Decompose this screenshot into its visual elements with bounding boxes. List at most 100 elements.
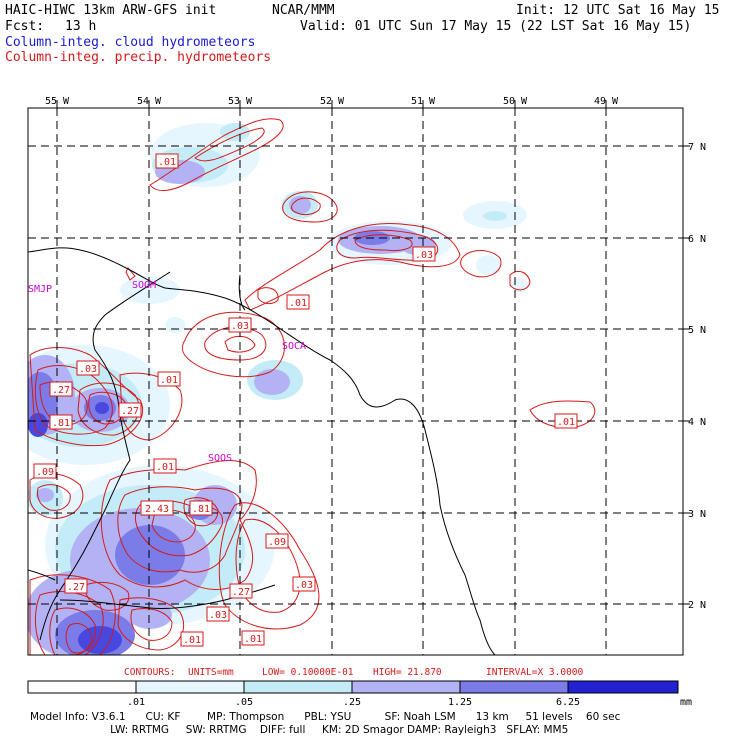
longitude-label: 55 W (45, 96, 70, 107)
cloud-area (289, 196, 311, 214)
forecast-hour: 13 h (65, 19, 97, 34)
contour-line (49, 607, 97, 655)
station-label: SOGM (132, 280, 156, 291)
contour-line (257, 287, 279, 305)
contour-label: .01 (180, 631, 204, 647)
svg-text:.81: .81 (52, 418, 70, 429)
contour-line (218, 502, 320, 630)
contour-line (65, 623, 93, 654)
cloud-area (476, 255, 500, 275)
cloud-area (128, 601, 172, 629)
axis-ticks (56, 100, 690, 605)
color-bar-segment (243, 680, 353, 694)
contour-line (100, 460, 257, 590)
border-line (39, 271, 171, 641)
cloud-area (95, 402, 109, 414)
contour-label: 2.43 (140, 500, 174, 516)
contour-label: .09 (265, 533, 289, 549)
svg-text:.01: .01 (244, 634, 262, 645)
lat-lon-grid (28, 108, 683, 655)
contour-label: .01 (286, 294, 310, 310)
contour-line (224, 335, 256, 353)
contour-label: .01 (155, 153, 179, 169)
svg-text:.01: .01 (289, 298, 307, 309)
cloud-area (220, 123, 250, 141)
svg-text:.09: .09 (36, 467, 54, 478)
svg-text:.01: .01 (160, 375, 178, 386)
coastline (28, 247, 496, 655)
init-time: Init: 12 UTC Sat 16 May 15 (516, 3, 720, 18)
contour-line (29, 347, 143, 447)
cloud-area (120, 276, 180, 304)
color-bar-tick: .05 (235, 697, 253, 708)
longitude-label: 50 W (503, 96, 528, 107)
latitude-label: 6 N (688, 234, 706, 245)
contour-line (149, 118, 284, 192)
svg-text:.09: .09 (268, 537, 286, 548)
svg-text:.03: .03 (295, 580, 313, 591)
organization: NCAR/MMM (272, 3, 335, 18)
svg-text:.03: .03 (231, 321, 249, 332)
longitude-label: 53 W (228, 96, 253, 107)
model-title: HAIC-HIWC 13km ARW-GFS init (5, 3, 217, 18)
contour-line (194, 127, 265, 162)
station-label: SOOS (208, 453, 232, 464)
contour-line (183, 497, 219, 527)
contour-label: .01 (157, 371, 181, 387)
station-label: SMJP (28, 284, 52, 295)
contour-line (29, 574, 116, 655)
contour-label: .09 (33, 463, 57, 479)
contour-label: .03 (206, 606, 230, 622)
contour-line (117, 486, 243, 573)
cloud-area (483, 211, 507, 221)
longitude-label: 51 W (411, 96, 436, 107)
color-bar (27, 680, 679, 694)
cloud-area (165, 317, 185, 333)
valid-time: Valid: 01 UTC Sun 17 May 15 (22 LST Sat … (300, 19, 692, 34)
model-info-line2: LW: RRTMG SW: RRTMG DIFF: full KM: 2D Sm… (30, 724, 569, 736)
longitude-label: 54 W (137, 96, 162, 107)
svg-text:2.43: 2.43 (145, 504, 169, 515)
svg-text:.03: .03 (209, 610, 227, 621)
contour-label: .81 (189, 500, 213, 516)
contour-label: .27 (118, 402, 142, 418)
contours-title: CONTOURS: (124, 667, 175, 678)
contour-line (244, 223, 461, 311)
contour-line (37, 484, 71, 511)
station-label: SOCA (282, 341, 306, 352)
latitude-label: 3 N (688, 509, 706, 520)
contour-label: .01 (153, 458, 177, 474)
svg-text:.27: .27 (121, 406, 139, 417)
svg-text:.81: .81 (192, 504, 210, 515)
contour-line (204, 326, 267, 361)
contour-line (181, 311, 285, 378)
contour-line (130, 608, 173, 641)
color-bar-tick: .01 (127, 697, 145, 708)
contour-line (77, 382, 140, 436)
contour-label: .03 (228, 317, 252, 333)
contours-high: HIGH= 21.870 (373, 667, 442, 678)
contour-line (509, 271, 531, 291)
cloud-area (78, 626, 122, 654)
contour-line (151, 509, 196, 543)
contour-label: .27 (64, 578, 88, 594)
svg-text:.01: .01 (156, 462, 174, 473)
svg-text:.03: .03 (79, 364, 97, 375)
svg-text:.01: .01 (158, 157, 176, 168)
color-bar-tick: 6.25 (556, 697, 580, 708)
latitude-label: 2 N (688, 600, 706, 611)
contour-line (84, 581, 130, 611)
map-frame (27, 107, 684, 656)
contour-line (291, 197, 321, 215)
color-bar-segment (27, 680, 137, 694)
svg-text:.01: .01 (557, 417, 575, 428)
svg-text:.01: .01 (183, 635, 201, 646)
longitude-label: 49 W (594, 96, 619, 107)
longitude-label: 52 W (320, 96, 345, 107)
contour-line (125, 267, 136, 281)
model-info-line1: Model Info: V3.6.1 CU: KF MP: Thompson P… (30, 711, 621, 723)
contour-label: .01 (241, 630, 265, 646)
svg-text:.27: .27 (232, 587, 250, 598)
contour-label: .03 (76, 360, 100, 376)
border-line (28, 569, 56, 581)
